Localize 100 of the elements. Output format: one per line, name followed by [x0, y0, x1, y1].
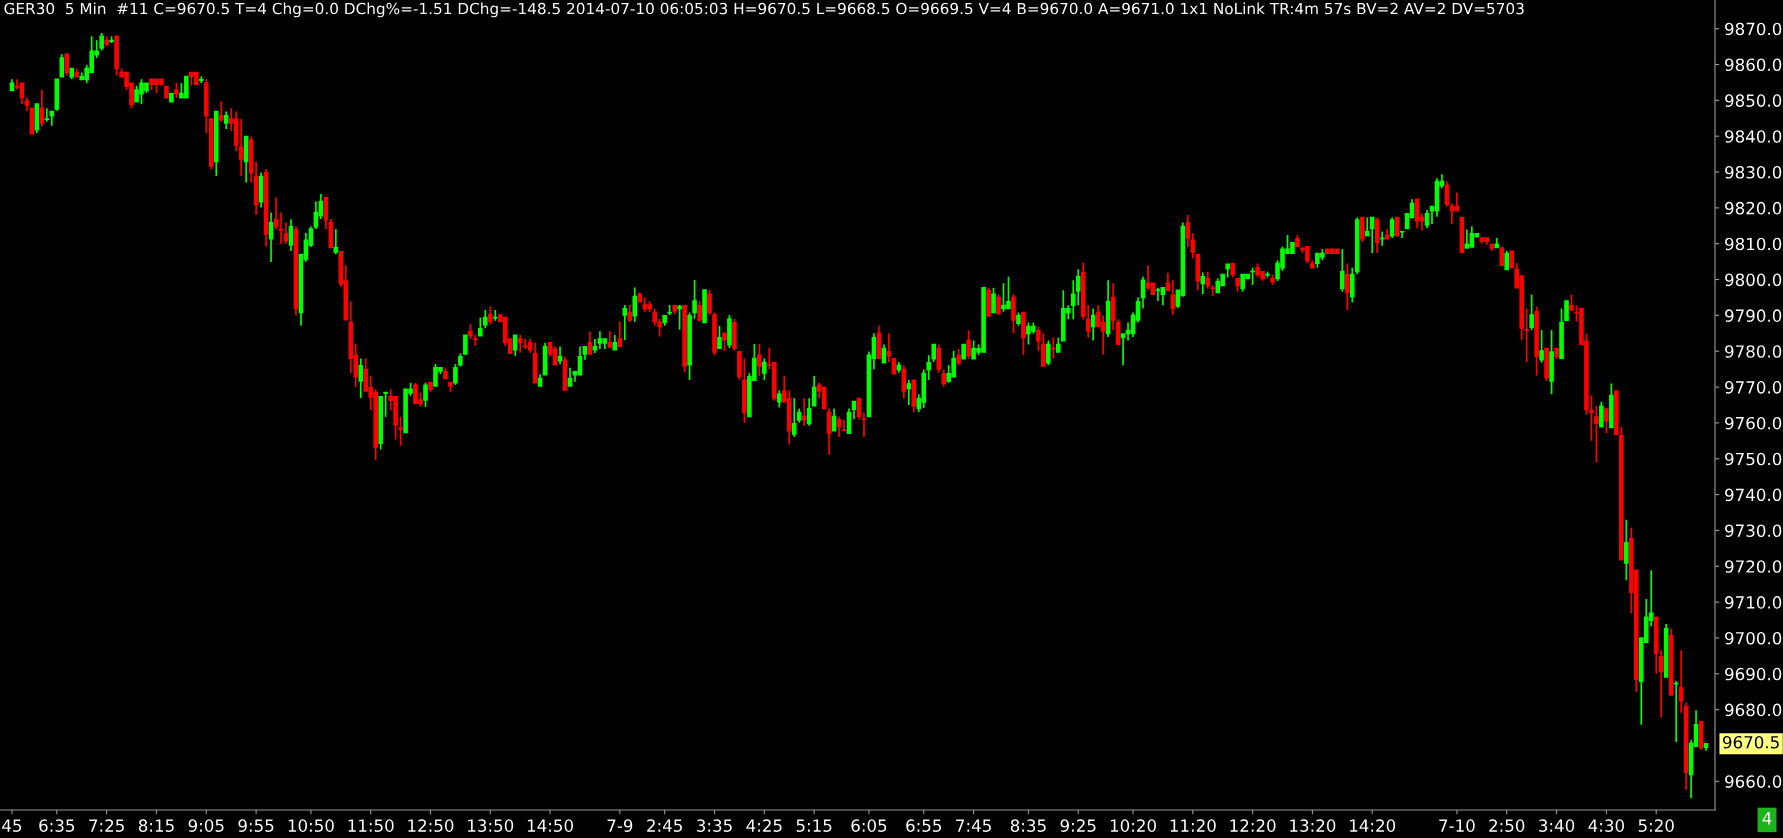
y-tick-label: 9740.0: [1725, 488, 1782, 502]
candlestick: [1394, 216, 1400, 237]
candlestick: [278, 211, 284, 245]
candlestick: [841, 418, 847, 432]
candlestick: [398, 415, 403, 447]
candlestick: [821, 386, 827, 410]
y-tick-label: 9800.0: [1725, 273, 1782, 287]
candlestick: [1624, 518, 1629, 582]
y-tick-label: 9720.0: [1725, 560, 1782, 573]
x-tick-label: 5:15: [796, 819, 832, 832]
candlestick: [707, 289, 712, 316]
x-tick-label: 4:25: [746, 819, 782, 832]
x-tick-label: 8:15: [138, 819, 174, 832]
candlestick: [1100, 314, 1106, 356]
candlestick: [478, 316, 483, 337]
y-tick-label: 9750.0: [1725, 452, 1782, 466]
candlestick: [463, 334, 468, 355]
candlestick: [622, 304, 628, 341]
y-tick-label: 9680.0: [1725, 703, 1782, 717]
candlestick: [1529, 293, 1534, 331]
text: 4: [1762, 812, 1772, 825]
y-tick-label: 9660.0: [1725, 775, 1782, 788]
candlestick: [577, 345, 583, 376]
candlestick: [199, 75, 204, 84]
candlestick: [1359, 216, 1365, 243]
candlestick: [936, 343, 942, 374]
candlestick: [757, 343, 762, 377]
candlestick: [567, 366, 573, 387]
y-tick-label: 9850.0: [1725, 94, 1782, 107]
candlestick: [762, 357, 767, 381]
candlestick: [1340, 248, 1345, 293]
candlestick: [1599, 400, 1604, 428]
x-tick-label: 13:20: [1290, 819, 1336, 832]
x-tick-label: 6:05: [851, 819, 887, 832]
candlestick: [1389, 216, 1395, 239]
x-tick-label: 9:05: [188, 819, 224, 832]
y-tick-label: 9870.0: [1725, 22, 1782, 36]
candlestick: [1185, 214, 1191, 248]
candlestick: [552, 345, 558, 366]
candlestick: [906, 379, 912, 406]
x-tick-label: 3:40: [1539, 819, 1575, 832]
x-tick-label: 4:30: [1588, 819, 1624, 832]
candlestick: [1424, 209, 1430, 230]
candlestick: [791, 397, 797, 438]
candlestick: [1041, 332, 1046, 367]
candlestick: [358, 357, 364, 400]
candlestick: [1524, 307, 1529, 363]
candlestick: [333, 228, 339, 255]
candlestick: [1539, 329, 1544, 364]
x-tick-label: 9:25: [1060, 819, 1096, 832]
y-tick-label: 9730.0: [1725, 524, 1782, 538]
candlestick: [44, 107, 50, 123]
x-tick-label: 7-9: [607, 819, 633, 832]
candlestick: [1036, 325, 1041, 352]
candlestick: [1464, 228, 1470, 249]
x-tick-label: 45: [2, 819, 22, 832]
chart-title: GER30 5 Min #11 C=9670.5 T=4 Chg=0.0 DChg%=-1.51 DChg=-148.5 2014-07-10 06:05:03 H=9670.5 L=9668.5 O=9669.5 V=4 B=9670.0 A=9671.0 1x1 NoLink TR:4m 57s BV=2 AV=2 DV=5703: [4, 2, 1524, 18]
candlestick: [692, 279, 697, 320]
y-tick-label: 9860.0: [1725, 58, 1782, 72]
candlestick: [717, 324, 722, 350]
x-tick-label: 12:50: [408, 819, 454, 832]
candlestick: [1399, 230, 1405, 239]
y-tick-label: 9840.0: [1725, 130, 1782, 143]
candlestick: [697, 300, 702, 323]
x-tick-label: 5:20: [1638, 819, 1674, 832]
candlestick: [313, 200, 319, 230]
y-tick-label: 9820.0: [1725, 201, 1782, 215]
candlestick: [517, 334, 523, 354]
candlestick: [1075, 268, 1081, 307]
x-tick-label: 10:50: [288, 819, 334, 832]
candlestick: [1594, 405, 1599, 464]
x-tick-label: 10:20: [1110, 819, 1156, 832]
x-tick-label: 9:55: [238, 819, 274, 832]
x-tick-label: 8:35: [1010, 819, 1046, 832]
candlestick: [218, 100, 224, 123]
y-tick-label: 9690.0: [1725, 667, 1782, 681]
y-tick-label: 9770.0: [1725, 381, 1782, 394]
x-tick-label: 13:50: [468, 819, 514, 832]
x-tick-label: 11:20: [1170, 819, 1216, 832]
candlestick: [1504, 250, 1510, 271]
candlestick: [19, 82, 25, 105]
y-tick-label: 9790.0: [1725, 309, 1782, 322]
x-tick-label: 3:35: [697, 819, 732, 832]
x-tick-label: 6:55: [906, 819, 942, 832]
y-tick-label: 9810.0: [1725, 237, 1782, 251]
x-tick-label: 7:45: [956, 819, 991, 832]
x-tick-label: 11:50: [348, 819, 394, 832]
candlestick: [1046, 339, 1051, 367]
x-tick-label: 7-10: [1439, 819, 1475, 832]
y-tick-label: 9700.0: [1725, 631, 1782, 645]
candlestick: [1155, 286, 1161, 302]
x-tick-label: 7:25: [89, 819, 124, 832]
candlestick: [966, 329, 971, 360]
candlestick: [1145, 264, 1151, 292]
candlestick: [1604, 408, 1609, 434]
candlestick: [483, 309, 488, 330]
candlestick: [886, 332, 892, 363]
x-tick-label: 14:50: [527, 819, 573, 832]
x-tick-label: 2:45: [647, 819, 682, 832]
candlestick: [423, 381, 428, 408]
